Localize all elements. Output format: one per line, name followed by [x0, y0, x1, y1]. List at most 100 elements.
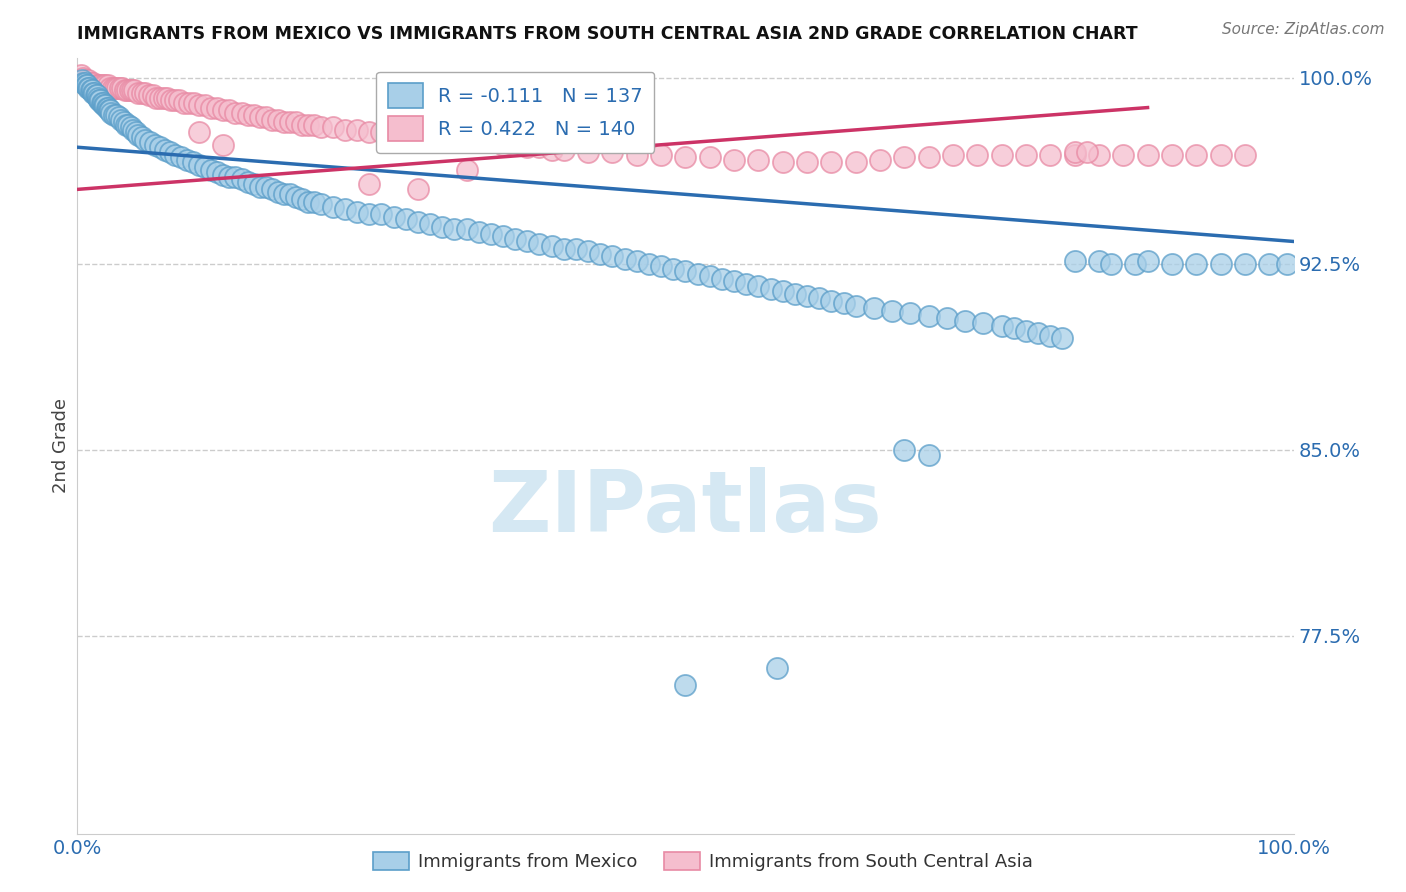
Point: [304, 194, 326, 209]
Point: [115, 83, 138, 97]
Point: [72, 76, 94, 90]
Point: [479, 136, 502, 150]
Point: [260, 182, 283, 196]
Point: [1136, 254, 1159, 268]
Point: [236, 175, 259, 189]
Point: [83, 86, 105, 100]
Point: [212, 103, 235, 117]
Point: [972, 316, 994, 330]
Point: [893, 150, 915, 164]
Point: [205, 165, 228, 179]
Point: [131, 86, 153, 100]
Point: [772, 155, 794, 169]
Point: [918, 309, 941, 323]
Point: [406, 214, 429, 228]
Point: [443, 222, 465, 236]
Point: [735, 277, 758, 291]
Point: [990, 147, 1012, 161]
Point: [260, 112, 283, 127]
Text: ZIPatlas: ZIPatlas: [488, 467, 883, 549]
Point: [1052, 331, 1074, 345]
Point: [1088, 147, 1111, 161]
Point: [91, 78, 114, 93]
Point: [675, 264, 697, 278]
Point: [120, 120, 142, 135]
Point: [1063, 147, 1085, 161]
Point: [832, 296, 855, 310]
Point: [188, 125, 211, 139]
Point: [291, 118, 314, 132]
Point: [529, 236, 551, 251]
Point: [273, 115, 295, 129]
Point: [419, 130, 441, 145]
Point: [602, 145, 624, 160]
Point: [80, 83, 103, 97]
Point: [1015, 324, 1038, 338]
Point: [82, 76, 104, 90]
Point: [159, 145, 181, 160]
Point: [97, 101, 120, 115]
Point: [516, 235, 538, 249]
Point: [1026, 326, 1049, 341]
Point: [759, 281, 782, 295]
Point: [516, 140, 538, 154]
Point: [242, 108, 264, 122]
Point: [359, 178, 381, 192]
Legend: Immigrants from Mexico, Immigrants from South Central Asia: Immigrants from Mexico, Immigrants from …: [366, 845, 1040, 879]
Point: [249, 180, 271, 194]
Point: [1015, 147, 1038, 161]
Point: [333, 123, 356, 137]
Point: [1125, 257, 1147, 271]
Point: [406, 130, 429, 145]
Point: [1277, 257, 1299, 271]
Point: [87, 78, 110, 93]
Point: [370, 207, 392, 221]
Point: [686, 267, 709, 281]
Point: [406, 182, 429, 196]
Point: [863, 301, 886, 316]
Point: [218, 103, 240, 117]
Point: [576, 145, 599, 160]
Point: [77, 73, 100, 87]
Point: [173, 95, 195, 110]
Point: [699, 269, 721, 284]
Point: [1088, 254, 1111, 268]
Point: [285, 190, 308, 204]
Point: [104, 80, 127, 95]
Point: [149, 90, 172, 104]
Point: [169, 93, 191, 107]
Point: [1209, 147, 1232, 161]
Point: [291, 192, 314, 206]
Point: [254, 111, 277, 125]
Point: [77, 80, 100, 95]
Point: [553, 242, 575, 256]
Point: [224, 105, 246, 120]
Point: [249, 111, 271, 125]
Point: [118, 83, 141, 97]
Point: [115, 118, 138, 132]
Point: [1233, 257, 1256, 271]
Point: [1039, 328, 1062, 343]
Point: [304, 118, 326, 132]
Point: [443, 133, 465, 147]
Point: [467, 136, 489, 150]
Point: [1185, 257, 1208, 271]
Point: [1112, 147, 1135, 161]
Point: [188, 158, 211, 172]
Point: [70, 73, 93, 87]
Point: [602, 249, 624, 263]
Point: [107, 80, 129, 95]
Point: [613, 252, 636, 266]
Point: [124, 83, 146, 97]
Point: [194, 160, 217, 174]
Point: [96, 101, 118, 115]
Point: [942, 147, 965, 161]
Point: [188, 98, 211, 112]
Point: [149, 140, 172, 154]
Point: [765, 661, 787, 675]
Point: [359, 207, 381, 221]
Point: [200, 101, 222, 115]
Point: [170, 150, 193, 164]
Point: [359, 125, 381, 139]
Point: [97, 78, 120, 93]
